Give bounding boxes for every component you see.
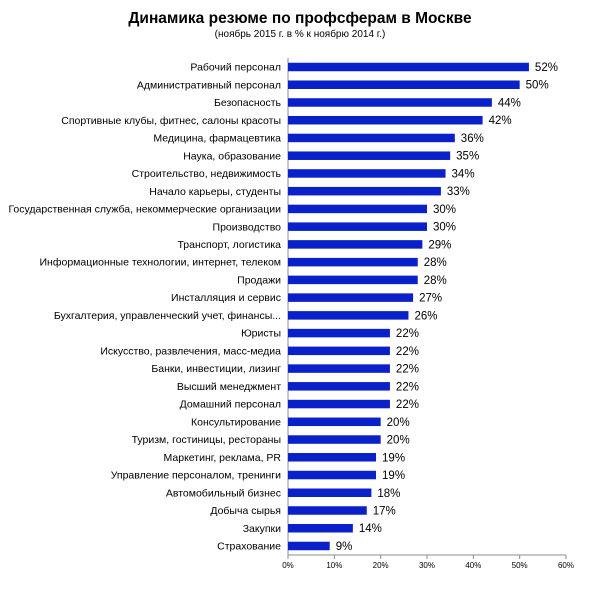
x-tick-label: 10% [326, 561, 342, 570]
bar [288, 382, 390, 391]
value-label: 22% [396, 399, 419, 411]
x-tick-label: 60% [558, 561, 574, 570]
bar [288, 453, 377, 462]
bar [288, 133, 455, 143]
bar [288, 506, 367, 515]
bar [288, 541, 330, 551]
category-label: Начало карьеры, студенты [149, 186, 281, 198]
value-label: 18% [377, 488, 400, 500]
category-label: Автомобильный бизнес [166, 487, 281, 499]
category-label: Продажи [237, 274, 281, 286]
value-label: 28% [424, 275, 447, 287]
chart-subtitle: (ноябрь 2015 г. в % к ноябрю 2014 г.) [214, 29, 386, 40]
value-label: 29% [428, 239, 451, 251]
value-label: 44% [498, 97, 521, 109]
category-label: Маркетинг, реклама, PR [164, 452, 282, 464]
value-label: 22% [396, 328, 419, 340]
x-tick-label: 0% [282, 561, 294, 570]
category-label: Банки, инвестиции, лизинг [151, 363, 281, 375]
value-label: 35% [456, 151, 479, 163]
value-label: 22% [396, 364, 419, 376]
category-label: Медицина, фармацевтика [153, 133, 281, 145]
bar [288, 488, 372, 498]
x-tick-label: 40% [465, 561, 481, 570]
value-label: 27% [419, 293, 442, 305]
bar [288, 399, 390, 409]
bar [288, 417, 381, 427]
category-label: Страхование [217, 541, 281, 553]
category-label: Консультирование [191, 416, 281, 428]
bar [288, 257, 418, 267]
value-label: 20% [387, 417, 410, 429]
category-label: Государственная служба, некоммерческие о… [8, 204, 281, 216]
value-label: 9% [336, 541, 353, 553]
category-label: Закупки [243, 523, 281, 535]
category-label: Производство [213, 221, 282, 233]
value-label: 17% [373, 506, 396, 518]
value-label: 30% [433, 204, 456, 216]
bar [288, 204, 427, 214]
x-tick-label: 30% [419, 561, 435, 570]
bar [288, 346, 390, 356]
category-label: Информационные технологии, интернет, тел… [40, 257, 282, 269]
bar [288, 293, 414, 302]
bar [288, 98, 492, 107]
value-label: 52% [535, 62, 558, 74]
bar [288, 523, 353, 533]
chart-title: Динамика резюме по профсферам в Москве [128, 10, 472, 27]
bar [288, 435, 381, 444]
bar [288, 328, 390, 338]
value-label: 36% [461, 133, 484, 145]
bar [288, 275, 418, 285]
category-label: Инсталляция и сервис [171, 292, 281, 304]
value-label: 42% [489, 115, 512, 127]
value-label: 26% [414, 310, 437, 322]
category-label: Спортивные клубы, фитнес, салоны красоты [61, 115, 281, 127]
bar [288, 115, 483, 125]
bar [288, 470, 377, 480]
category-label: Домашний персонал [180, 399, 281, 411]
category-label: Бухгалтерия, управленческий учет, финанс… [54, 310, 281, 322]
bar [288, 222, 427, 231]
value-label: 50% [526, 80, 549, 92]
value-label: 22% [396, 381, 419, 393]
category-label: Искусство, развлечения, масс-медиа [100, 345, 281, 357]
category-label: Добыча сырья [210, 505, 281, 517]
category-label: Высший менеджмент [177, 381, 281, 393]
category-label: Управление персоналом, тренинги [111, 470, 281, 482]
category-label: Транспорт, логистика [177, 239, 281, 251]
bar [288, 311, 409, 320]
value-label: 19% [382, 470, 405, 482]
value-label: 22% [396, 346, 419, 358]
value-label: 30% [433, 222, 456, 234]
category-label: Наука, образование [183, 150, 281, 162]
category-label: Туризм, гостиницы, рестораны [132, 434, 281, 446]
value-label: 33% [447, 186, 470, 198]
bar [288, 240, 423, 249]
category-label: Безопасность [214, 97, 282, 109]
category-label: Юристы [241, 328, 281, 340]
x-tick-label: 50% [512, 561, 528, 570]
category-label: Административный персонал [137, 79, 281, 91]
category-label: Строительство, недвижимость [132, 168, 282, 180]
bar [288, 169, 446, 178]
value-label: 20% [387, 435, 410, 447]
bar [288, 62, 529, 72]
bar [288, 80, 520, 89]
x-tick-label: 20% [373, 561, 389, 570]
bar [288, 186, 441, 196]
value-label: 14% [359, 523, 382, 535]
value-label: 34% [452, 168, 475, 180]
bar [288, 151, 451, 160]
value-label: 28% [424, 257, 447, 269]
category-label: Рабочий персонал [190, 62, 281, 74]
bar [288, 364, 390, 373]
value-label: 19% [382, 452, 405, 464]
